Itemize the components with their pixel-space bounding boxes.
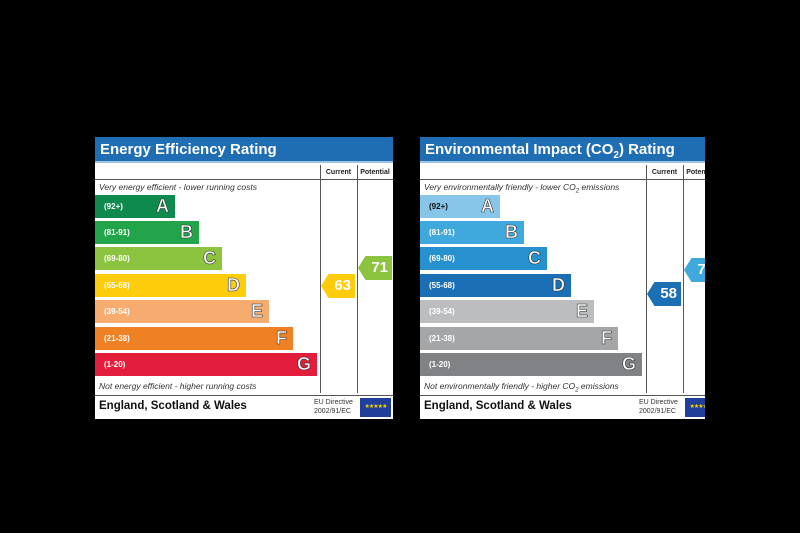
band-letter: D <box>552 275 566 296</box>
band-letter: B <box>180 222 194 243</box>
footer: England, Scotland & Wales EU Directive 20… <box>420 395 705 419</box>
current-rating-arrow: 58 <box>647 282 681 306</box>
current-column-header: Current <box>325 169 352 176</box>
band-letter: F <box>601 328 613 349</box>
current-column-header: Current <box>651 169 678 176</box>
band-letter: F <box>276 328 288 349</box>
eu-flag-icon: ★★★★★ <box>360 398 391 417</box>
band-range: (81-91) <box>104 228 130 237</box>
eu-flag-icon: ★★★★★ <box>685 398 705 417</box>
chart-title: Energy Efficiency Rating <box>95 137 393 163</box>
rating-band-g: (1-20) G <box>95 353 317 376</box>
band-range: (21-38) <box>104 334 130 343</box>
potential-column-header: Potential <box>360 169 390 176</box>
band-letter: B <box>505 222 519 243</box>
current-rating-arrow: 63 <box>321 274 355 298</box>
band-letter: C <box>203 248 217 269</box>
band-range: (69-80) <box>429 254 455 263</box>
band-range: (39-54) <box>104 307 130 316</box>
potential-column-header: Potential <box>686 169 705 176</box>
region-label: England, Scotland & Wales <box>99 400 247 412</box>
band-letter: A <box>156 196 170 217</box>
top-note: Very energy efficient - lower running co… <box>99 182 257 192</box>
bottom-note: Not energy efficient - higher running co… <box>99 381 257 391</box>
rating-band-c: (69-80) C <box>420 247 547 270</box>
band-range: (39-54) <box>429 307 455 316</box>
energy-efficiency-chart: Energy Efficiency Rating Current Potenti… <box>95 137 393 419</box>
band-range: (1-20) <box>429 360 451 369</box>
rating-band-g: (1-20) G <box>420 353 642 376</box>
top-note: Very environmentally friendly - lower CO… <box>424 182 620 195</box>
chart-title: Environmental Impact (CO2) Rating <box>420 137 705 163</box>
eu-directive: EU Directive 2002/91/EC <box>314 399 353 415</box>
rating-band-f: (21-38) F <box>95 327 293 350</box>
band-letter: G <box>621 354 637 375</box>
rating-band-c: (69-80) C <box>95 247 222 270</box>
rating-band-b: (81-91) B <box>95 221 199 244</box>
band-range: (55-68) <box>429 281 455 290</box>
rating-band-e: (39-54) E <box>95 300 269 323</box>
environmental-impact-chart: Environmental Impact (CO2) Rating Curren… <box>420 137 705 419</box>
band-letter: C <box>528 248 542 269</box>
rating-band-d: (55-68) D <box>420 274 571 297</box>
eu-directive: EU Directive 2002/91/EC <box>639 399 678 415</box>
rating-band-e: (39-54) E <box>420 300 594 323</box>
band-range: (55-68) <box>104 281 130 290</box>
band-letter: E <box>575 301 589 322</box>
bottom-note: Not environmentally friendly - higher CO… <box>424 381 619 394</box>
rating-band-f: (21-38) F <box>420 327 618 350</box>
rating-band-a: (92+) A <box>95 195 175 218</box>
band-range: (92+) <box>429 202 448 211</box>
band-range: (21-38) <box>429 334 455 343</box>
band-range: (81-91) <box>429 228 455 237</box>
region-label: England, Scotland & Wales <box>424 400 572 412</box>
band-letter: D <box>227 275 241 296</box>
band-letter: G <box>296 354 312 375</box>
rating-band-a: (92+) A <box>420 195 500 218</box>
rating-band-d: (55-68) D <box>95 274 246 297</box>
potential-rating-arrow: 71 <box>358 256 392 280</box>
band-letter: A <box>481 196 495 217</box>
band-range: (92+) <box>104 202 123 211</box>
band-letter: E <box>250 301 264 322</box>
band-range: (1-20) <box>104 360 126 369</box>
rating-band-b: (81-91) B <box>420 221 524 244</box>
footer: England, Scotland & Wales EU Directive 20… <box>95 395 393 419</box>
potential-rating-arrow: 70 <box>684 258 705 282</box>
band-range: (69-80) <box>104 254 130 263</box>
